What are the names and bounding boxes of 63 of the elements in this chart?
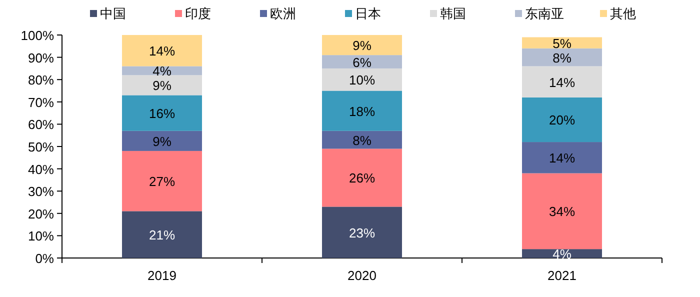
data-label: 4%: [552, 246, 572, 262]
bar: [522, 173, 602, 250]
data-label: 4%: [152, 64, 172, 79]
legend-label: 印度: [185, 6, 211, 21]
bar: [122, 130, 202, 151]
x-tick-label: 2019: [148, 268, 176, 283]
bar: [122, 95, 202, 131]
data-label: 23%: [348, 225, 376, 240]
data-label: 18%: [348, 104, 376, 119]
legend-label: 东南亚: [525, 6, 564, 21]
bar: [522, 48, 602, 66]
bar: [322, 90, 402, 131]
y-tick-label: 50%: [28, 140, 54, 154]
bar: [522, 37, 602, 48]
bar: [122, 75, 202, 96]
legend-label: 其他: [610, 6, 636, 21]
x-tick-label: 2020: [348, 268, 376, 283]
bar: [322, 55, 402, 68]
data-label: 9%: [352, 38, 372, 54]
data-label: 6%: [352, 54, 372, 70]
bar: [322, 35, 402, 56]
data-label: 26%: [348, 170, 376, 186]
data-label: 14%: [148, 44, 176, 59]
bar: [522, 249, 602, 258]
data-label: 5%: [552, 36, 572, 51]
y-tick-label: 90%: [28, 50, 54, 66]
x-tick-label: 2021: [548, 268, 576, 283]
y-tick-label: 100%: [20, 28, 54, 43]
y-tick-label: 80%: [28, 72, 54, 88]
data-label: 9%: [152, 134, 172, 149]
legend-label: 韩国: [440, 6, 466, 21]
data-label: 8%: [552, 50, 572, 66]
data-label: 8%: [352, 132, 372, 148]
y-tick-label: 70%: [28, 94, 54, 110]
bar: [522, 97, 602, 142]
bar: [122, 35, 202, 66]
y-tick-label: 0%: [35, 251, 54, 266]
legend-label: 中国: [100, 6, 126, 21]
data-label: 34%: [548, 204, 576, 220]
data-label: 14%: [548, 74, 576, 90]
legend-label: 欧洲: [270, 6, 296, 21]
data-label: 27%: [148, 174, 176, 190]
bar: [322, 68, 402, 91]
bar: [122, 211, 202, 258]
legend-label: 日本: [355, 6, 381, 21]
data-label: 16%: [148, 106, 176, 122]
data-label: 14%: [548, 150, 576, 166]
y-tick-label: 60%: [28, 117, 54, 132]
bar: [122, 66, 202, 76]
bar: [322, 148, 402, 207]
bar: [322, 130, 402, 149]
bar: [122, 150, 202, 212]
data-label: 20%: [548, 112, 576, 128]
y-tick-label: 20%: [28, 206, 54, 222]
data-label: 21%: [148, 228, 176, 243]
bar: [522, 142, 602, 174]
y-tick-label: 10%: [28, 228, 54, 244]
data-label: 9%: [152, 78, 172, 94]
data-label: 10%: [348, 72, 376, 88]
y-tick-label: 30%: [28, 184, 54, 200]
bar: [522, 66, 602, 98]
y-tick-label: 40%: [28, 162, 54, 177]
bar: [322, 206, 402, 258]
